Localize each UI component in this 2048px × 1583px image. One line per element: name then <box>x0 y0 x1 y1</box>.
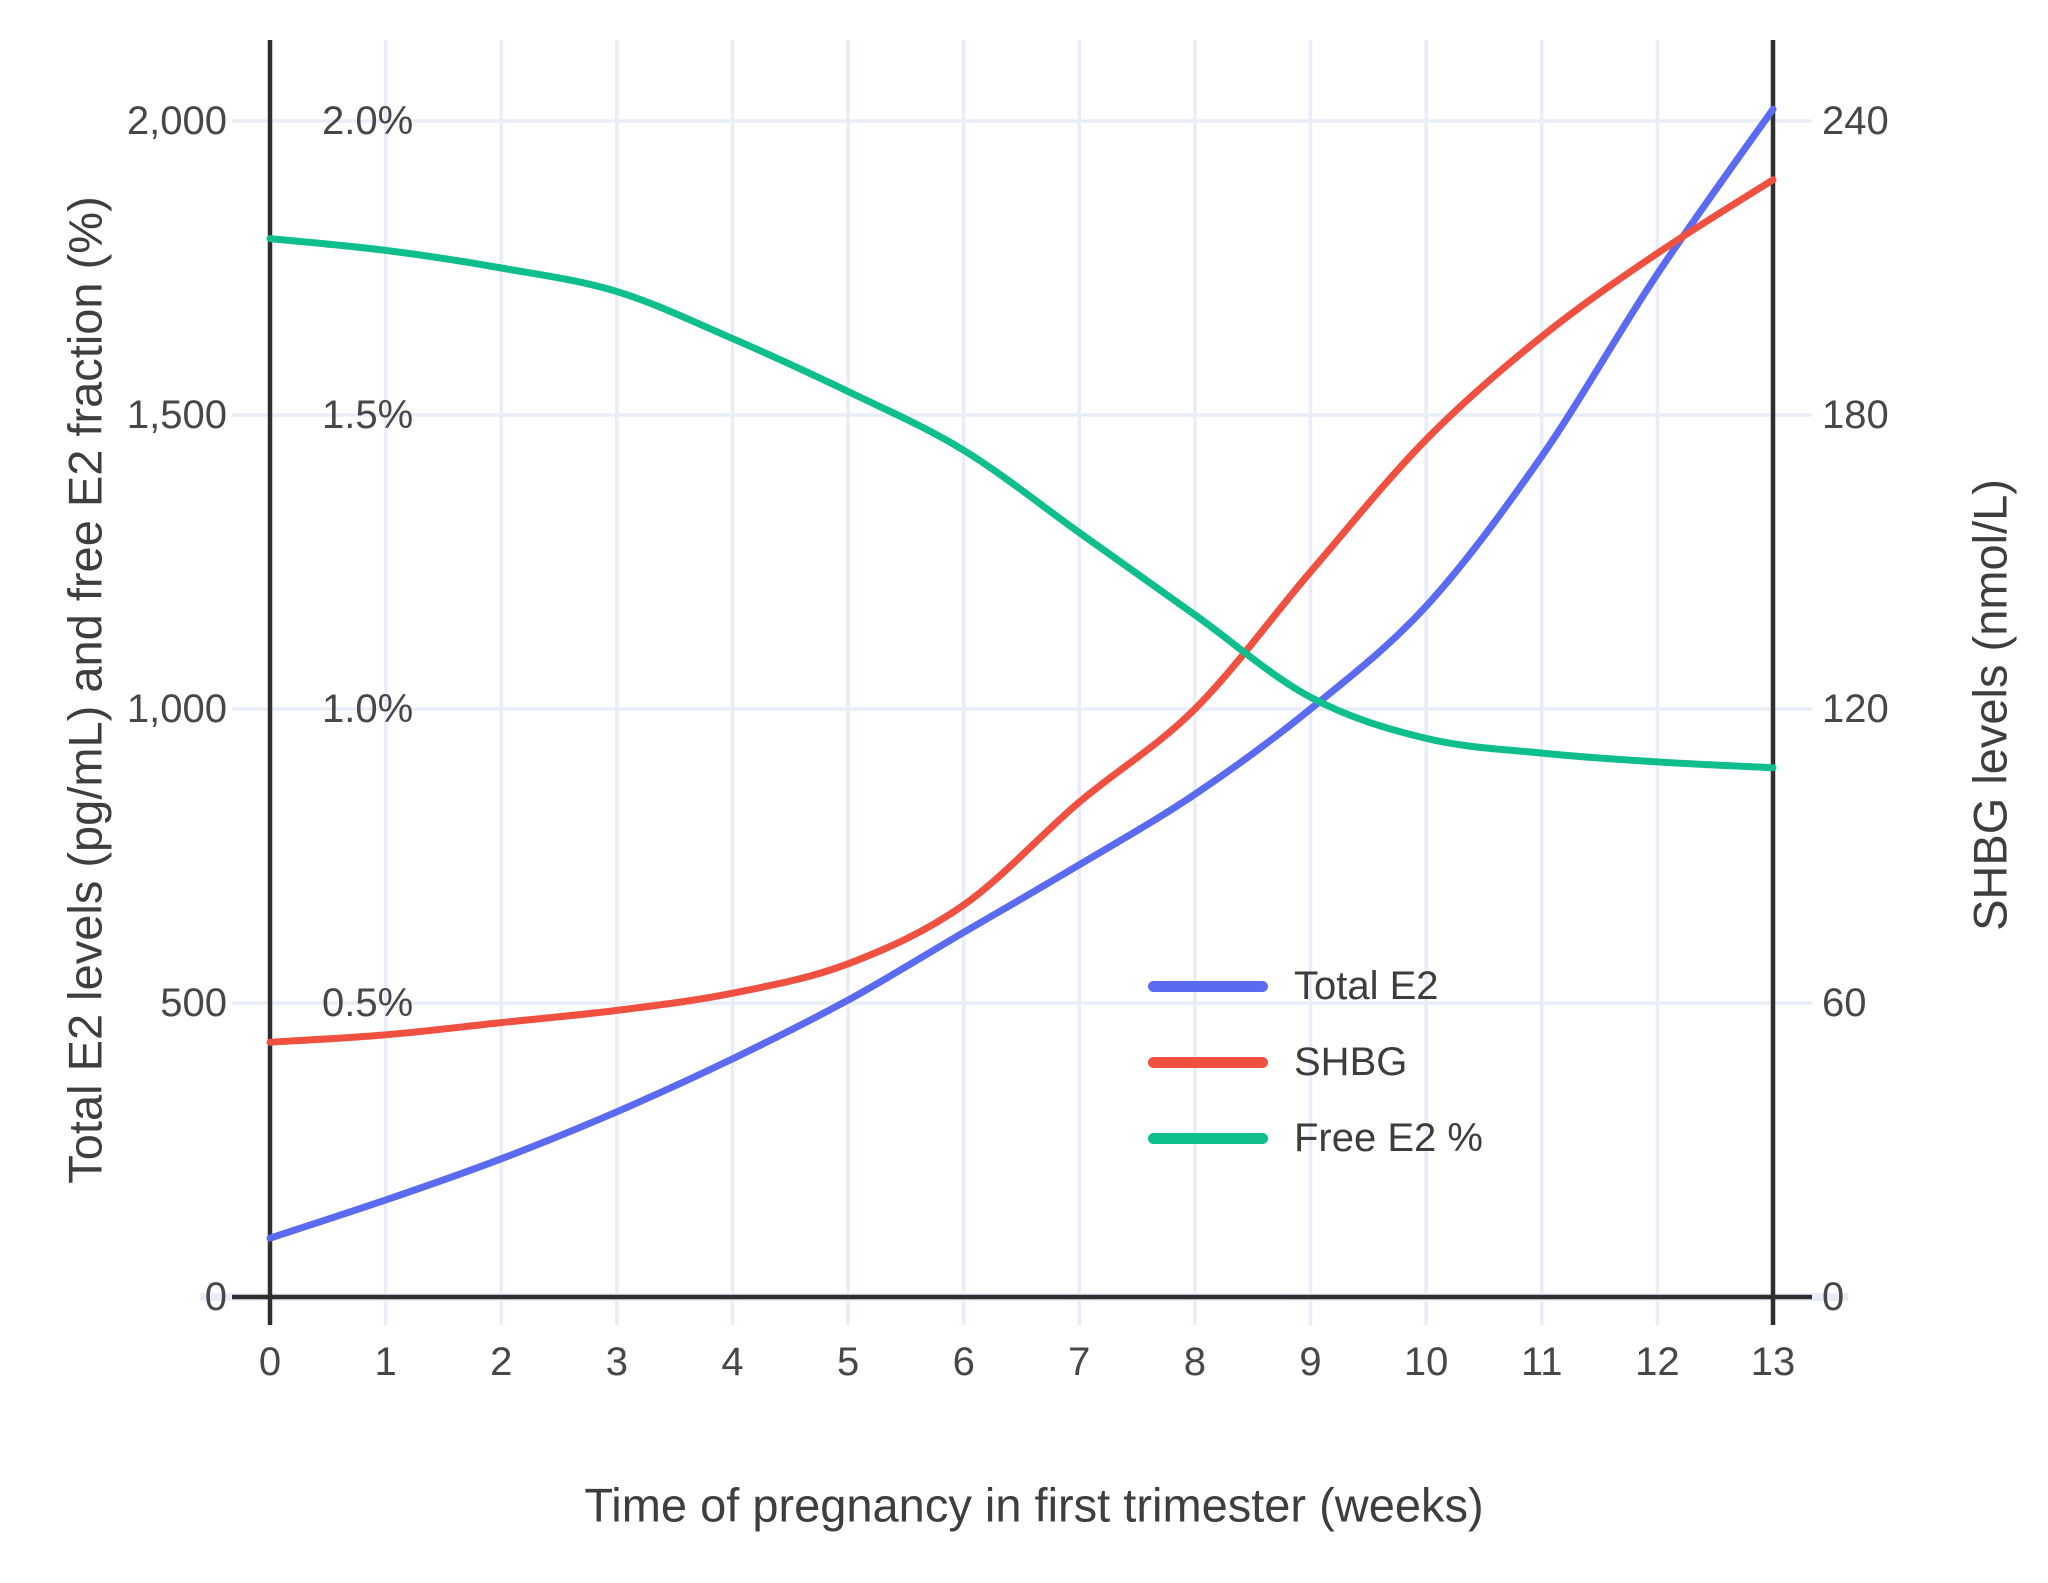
x-tick-label: 6 <box>952 1340 975 1384</box>
free-e2-percent-label: 1.0% <box>322 687 414 731</box>
legend-swatch <box>1148 1132 1268 1144</box>
x-tick-label: 12 <box>1635 1340 1680 1384</box>
x-tick-label: 5 <box>836 1340 860 1384</box>
legend: Total E2 SHBG Free E2 % <box>1148 948 1483 1176</box>
x-tick-label: 10 <box>1403 1340 1449 1384</box>
legend-item: Total E2 <box>1148 948 1483 1024</box>
y-left-tick-label: 1,000 <box>126 687 227 731</box>
legend-label: Free E2 % <box>1294 1116 1483 1160</box>
legend-swatch <box>1148 1056 1268 1068</box>
y-right-tick-label: 60 <box>1822 981 1867 1025</box>
legend-label: SHBG <box>1294 1040 1408 1084</box>
y-left-tick-label: 500 <box>160 981 227 1025</box>
y-right-tick-label: 180 <box>1822 393 1889 437</box>
y-left-tick-label: 0 <box>204 1275 227 1319</box>
y-right-axis-title: SHBG levels (nmol/L) <box>1963 479 2017 931</box>
y-left-tick-label: 2,000 <box>126 99 227 143</box>
x-tick-label: 2 <box>490 1340 513 1384</box>
x-tick-label: 0 <box>258 1340 282 1384</box>
legend-item: SHBG <box>1148 1024 1483 1100</box>
free-e2-percent-label: 1.5% <box>322 393 414 437</box>
y-right-tick-label: 240 <box>1822 99 1889 143</box>
x-tick-label: 3 <box>605 1340 628 1384</box>
legend-label: Total E2 <box>1294 964 1439 1008</box>
x-tick-label: 11 <box>1521 1340 1563 1384</box>
y-left-tick-label: 1,500 <box>126 393 227 437</box>
x-tick-label: 13 <box>1750 1340 1796 1384</box>
x-axis-title: Time of pregnancy in first trimester (we… <box>584 1478 1484 1532</box>
y-left-axis-title: Total E2 levels (pg/mL) and free E2 frac… <box>58 196 112 1184</box>
legend-swatch <box>1148 980 1268 992</box>
legend-item: Free E2 % <box>1148 1100 1483 1176</box>
free-e2-percent-label: 2.0% <box>322 99 414 143</box>
x-tick-label: 8 <box>1183 1340 1207 1384</box>
y-right-tick-label: 120 <box>1822 687 1889 731</box>
total-e2-curve <box>266 105 1777 1242</box>
shbg-curve <box>266 176 1777 1046</box>
x-tick-label: 1 <box>374 1340 397 1384</box>
y-right-tick-label: 0 <box>1822 1275 1845 1319</box>
free-e2-percent-label: 0.5% <box>322 981 414 1025</box>
x-tick-label: 4 <box>721 1340 744 1384</box>
x-tick-label: 7 <box>1068 1340 1091 1384</box>
x-tick-label: 9 <box>1299 1340 1322 1384</box>
free-e2-curve <box>266 235 1777 772</box>
